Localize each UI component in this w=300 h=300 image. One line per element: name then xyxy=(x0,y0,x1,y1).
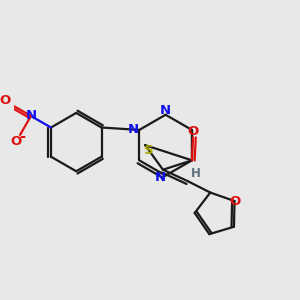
Text: H: H xyxy=(191,167,201,180)
Text: O: O xyxy=(188,125,199,138)
Text: N: N xyxy=(26,110,37,122)
Text: -: - xyxy=(19,129,25,144)
Text: O: O xyxy=(0,94,10,107)
Text: O: O xyxy=(11,135,22,148)
Text: N: N xyxy=(128,123,140,136)
Text: N: N xyxy=(154,172,166,184)
Text: S: S xyxy=(144,143,154,157)
Text: O: O xyxy=(229,194,240,208)
Text: N: N xyxy=(159,104,170,117)
